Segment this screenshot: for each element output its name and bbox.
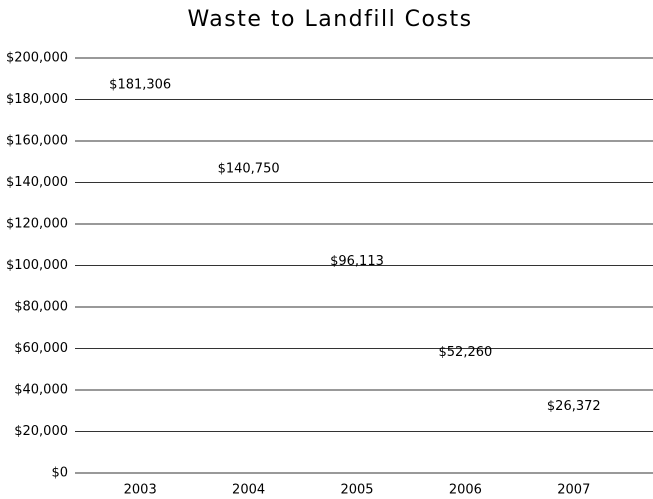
data-label: $26,372 <box>547 399 601 414</box>
x-tick-label: 2006 <box>449 483 482 498</box>
data-label: $96,113 <box>330 254 384 269</box>
bar <box>134 96 147 474</box>
y-tick-label: $100,000 <box>6 258 68 273</box>
y-tick-label: $40,000 <box>14 383 68 398</box>
chart-title: Waste to Landfill Costs <box>187 7 472 32</box>
x-tick-label: 2005 <box>340 483 373 498</box>
y-tick-label: $0 <box>51 466 68 481</box>
x-tick-label: 2004 <box>232 483 265 498</box>
y-tick-label: $20,000 <box>14 424 68 439</box>
y-tick-label: $140,000 <box>6 175 68 190</box>
data-label: $181,306 <box>109 77 171 92</box>
x-tick-label: 2003 <box>124 483 157 498</box>
y-tick-label: $60,000 <box>14 341 68 356</box>
y-tick-label: $200,000 <box>6 51 68 66</box>
y-tick-label: $160,000 <box>6 134 68 149</box>
bar <box>351 273 363 473</box>
data-label: $52,260 <box>439 345 493 360</box>
y-tick-label: $120,000 <box>6 217 68 232</box>
bar <box>242 180 255 473</box>
bar <box>459 364 472 473</box>
bar <box>567 418 580 473</box>
y-tick-label: $80,000 <box>14 300 68 315</box>
data-label: $140,750 <box>218 161 280 176</box>
y-tick-label: $180,000 <box>6 92 68 107</box>
x-tick-label: 2007 <box>557 483 590 498</box>
